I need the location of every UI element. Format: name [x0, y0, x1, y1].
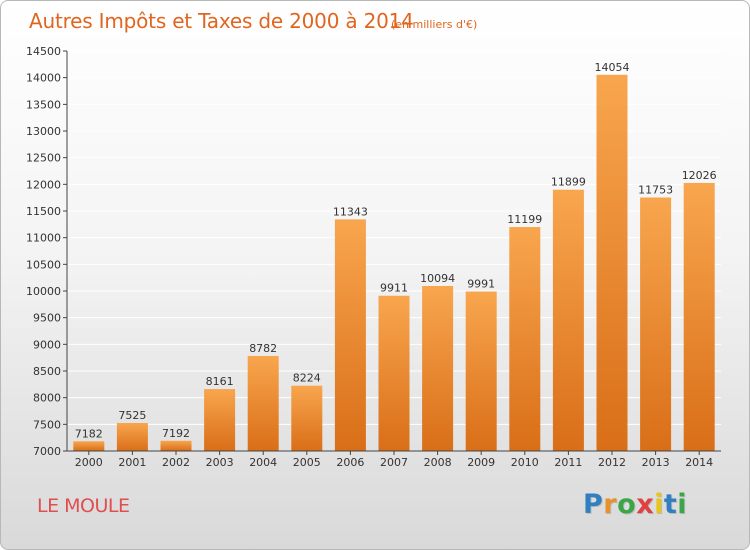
bar	[160, 440, 192, 451]
chart-title: Autres Impôts et Taxes de 2000 à 2014	[29, 9, 414, 33]
logo-letter: x	[636, 489, 655, 520]
x-tick-label: 2009	[467, 456, 495, 469]
data-label: 10094	[420, 272, 455, 285]
x-tick-label: 2003	[206, 456, 234, 469]
y-tick-label: 12500	[26, 152, 61, 165]
y-tick-label: 12000	[26, 178, 61, 191]
bar	[247, 355, 279, 451]
bar	[422, 285, 454, 451]
y-tick-label: 7500	[33, 418, 61, 431]
logo-letter: o	[617, 489, 637, 520]
x-tick-label: 2012	[598, 456, 626, 469]
data-label: 11899	[551, 176, 586, 189]
bar	[334, 219, 366, 451]
y-tick-label: 14000	[26, 72, 61, 85]
x-tick-label: 2001	[118, 456, 146, 469]
logo-letter: i	[677, 489, 688, 520]
logo-letter: P	[583, 489, 604, 520]
bar	[509, 227, 541, 451]
y-tick-label: 8500	[33, 365, 61, 378]
bar	[204, 389, 236, 451]
axes	[63, 50, 721, 455]
labels: 7000 7500 8000 8500 9000 9500 10000 10500 11000 1…	[26, 45, 717, 469]
data-label: 8161	[206, 375, 234, 388]
bar	[640, 197, 672, 451]
x-tick-label: 2002	[162, 456, 190, 469]
y-tick-label: 10500	[26, 258, 61, 271]
data-label: 7192	[162, 427, 190, 440]
bar	[116, 423, 148, 451]
y-tick-label: 11000	[26, 232, 61, 245]
data-label: 11343	[333, 205, 368, 218]
bar	[552, 189, 584, 451]
data-label: 8782	[249, 342, 277, 355]
y-tick-label: 11500	[26, 205, 61, 218]
x-tick-label: 2011	[554, 456, 582, 469]
x-tick-label: 2004	[249, 456, 277, 469]
data-label: 7182	[75, 427, 103, 440]
y-tick-label: 10000	[26, 285, 61, 298]
bar	[465, 291, 497, 451]
data-label: 9991	[467, 277, 495, 290]
bars	[73, 74, 715, 452]
data-label: 14054	[595, 61, 630, 74]
bar	[683, 182, 715, 452]
x-tick-label: 2000	[75, 456, 103, 469]
x-tick-label: 2006	[336, 456, 364, 469]
x-tick-label: 2013	[642, 456, 670, 469]
chart-subtitle: (en milliers d'€)	[391, 18, 478, 31]
y-tick-label: 9500	[33, 312, 61, 325]
data-label: 12026	[682, 169, 717, 182]
data-label: 11199	[507, 213, 542, 226]
y-tick-label: 8000	[33, 392, 61, 405]
bar	[596, 74, 628, 451]
logo-letter: r	[603, 489, 618, 520]
data-label: 7525	[118, 409, 146, 422]
y-tick-label: 7000	[33, 445, 61, 458]
y-tick-label: 9000	[33, 338, 61, 351]
x-tick-label: 2010	[511, 456, 539, 469]
y-tick-label: 14500	[26, 45, 61, 58]
data-label: 11753	[638, 184, 673, 197]
logo-letter: t	[663, 489, 678, 520]
x-tick-label: 2005	[293, 456, 321, 469]
data-label: 8224	[293, 372, 321, 385]
y-tick-label: 13500	[26, 98, 61, 111]
x-tick-label: 2014	[685, 456, 713, 469]
bar	[378, 295, 410, 451]
commune-name: LE MOULE	[37, 495, 130, 517]
x-tick-label: 2008	[424, 456, 452, 469]
bar	[291, 385, 323, 451]
y-tick-label: 13000	[26, 125, 61, 138]
logo-letter: i	[654, 489, 664, 520]
data-label: 9911	[380, 282, 408, 295]
x-tick-label: 2007	[380, 456, 408, 469]
bar	[73, 441, 105, 451]
proxiti-logo: Proxiti	[583, 489, 687, 520]
